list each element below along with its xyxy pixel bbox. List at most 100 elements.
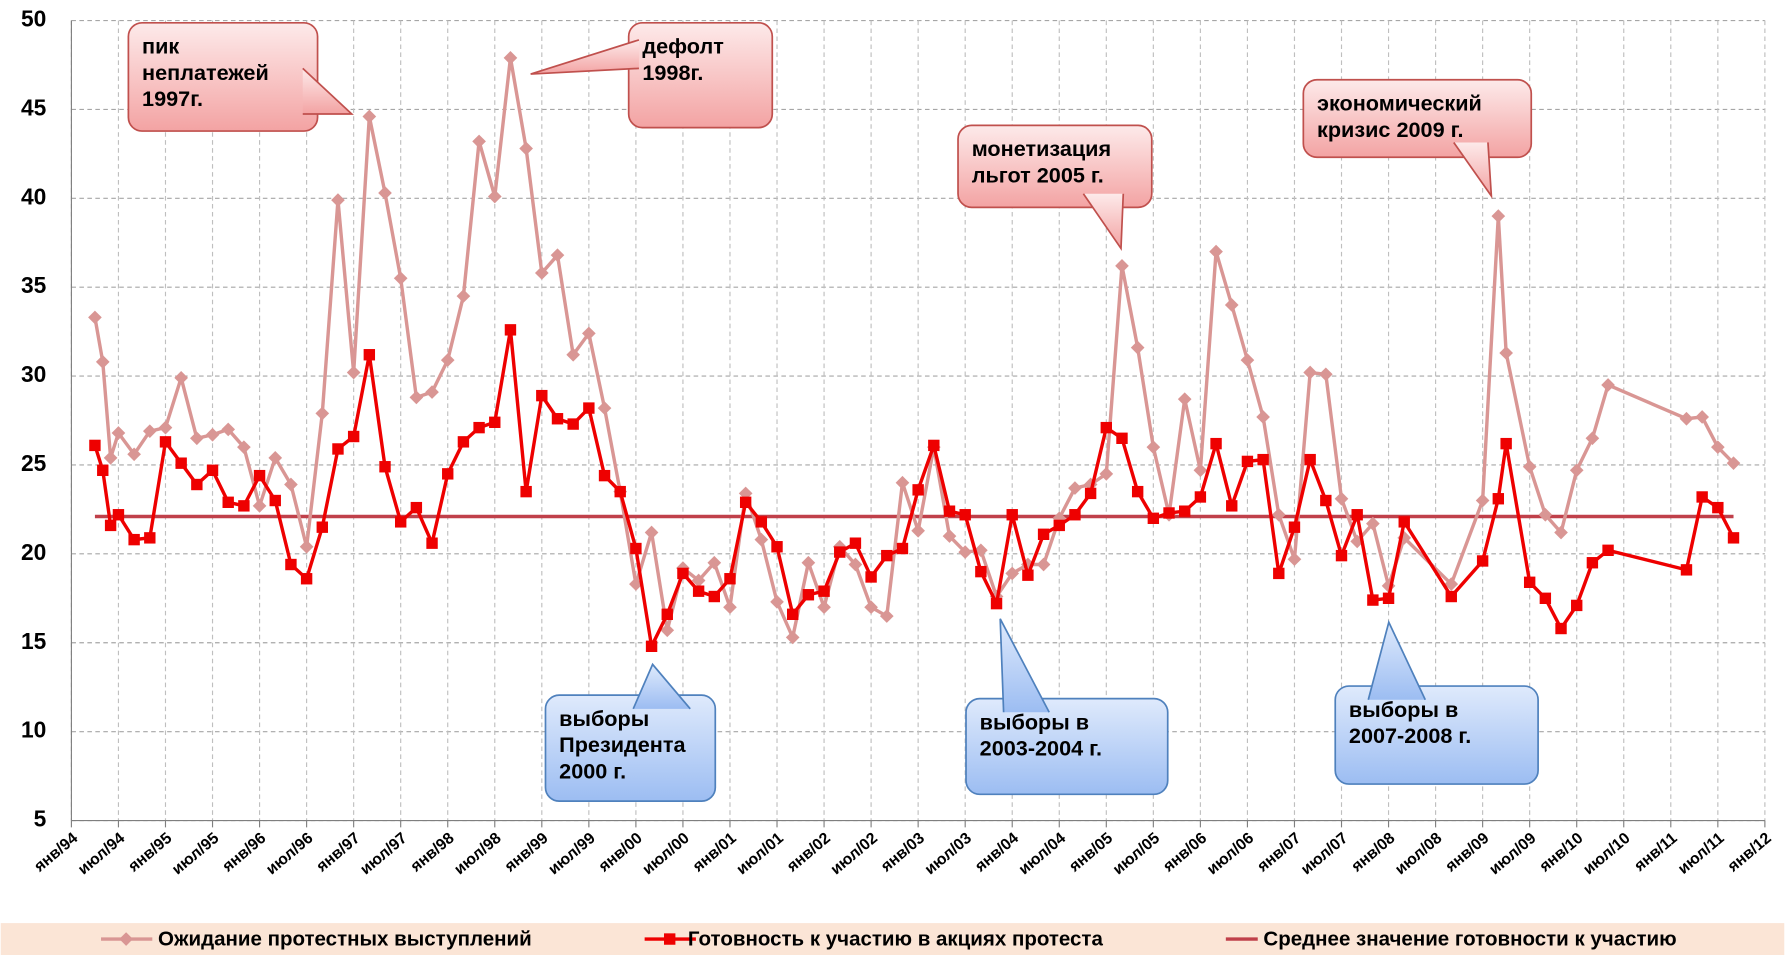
callout-pointer-edge [302,67,354,115]
point [1209,244,1223,259]
point [456,289,471,303]
callout-text: 1997г. [142,86,203,111]
point [1320,494,1332,507]
point [440,353,455,367]
point [817,600,831,615]
point [928,439,940,452]
point [1130,340,1145,355]
y-tick-label: 25 [21,450,47,476]
point [1491,209,1506,223]
callout-text: монетизация [972,136,1111,161]
x-tick-label: июл/08 [1392,830,1445,879]
point [849,537,862,549]
x-tick-label: июл/10 [1580,830,1633,879]
point [144,532,156,544]
point [379,461,391,473]
point [661,608,673,620]
point [754,532,769,547]
point [708,590,720,603]
point [660,623,675,638]
y-tick-label: 50 [21,6,46,32]
point [707,555,722,570]
x-tick-label: июл/96 [263,830,316,879]
point [1240,353,1255,367]
point [1444,577,1459,591]
point [583,402,595,414]
point [410,501,423,514]
point [1163,507,1175,519]
point [285,558,297,571]
point [1084,487,1097,500]
point [536,389,548,402]
x-tick-label: июл/11 [1675,830,1728,878]
legend-marker [119,932,133,946]
point [1367,594,1379,606]
point [1005,566,1020,581]
callout-pointer [633,664,691,709]
x-tick-label: июл/95 [169,830,222,879]
point [1193,463,1208,478]
y-tick-label: 30 [21,361,46,387]
point [1727,532,1740,544]
x-tick-label: июл/99 [545,830,598,879]
x-tick-label: июл/04 [1016,830,1069,879]
point [1445,590,1457,603]
point [1224,298,1239,312]
legend-label: Готовность к участию в акциях протеста [688,928,1104,951]
point [284,477,298,492]
point [959,509,971,521]
point [644,525,659,540]
point [1116,432,1128,444]
point [1586,557,1599,569]
callout-box [544,694,717,803]
point [503,51,518,65]
point [1287,552,1302,567]
point [879,609,894,623]
point [159,436,172,448]
point [1334,491,1349,506]
point [787,608,799,620]
point [911,523,925,538]
point [692,585,705,597]
point [1006,509,1018,521]
callout-text: экономический [1317,91,1482,116]
point [848,557,863,572]
point [1226,500,1238,512]
x-tick-label: янв/00 [596,830,646,876]
point [331,193,345,207]
point [1499,346,1513,360]
x-tick-label: янв/94 [31,830,81,876]
series-line [93,328,1736,649]
point [158,420,173,435]
point [895,475,910,490]
point [299,539,314,554]
point [1179,505,1191,517]
x-tick-label: янв/98 [408,830,458,876]
point [723,600,737,615]
point [97,464,109,476]
x-tick-label: июл/98 [451,830,504,879]
callout-pointer-edge [530,39,640,75]
point [691,573,706,588]
point [1712,501,1724,514]
point [645,640,658,652]
point [534,266,549,280]
point [190,431,204,446]
point [755,516,768,528]
point [316,521,328,533]
point [269,494,281,507]
point [551,413,564,425]
point [1522,459,1537,474]
series-line [93,56,1735,640]
point [489,416,501,428]
callout-box [957,124,1153,209]
legend-marker [664,933,676,945]
point [442,468,454,480]
callout-text: дефолт [642,34,723,59]
point [1500,437,1512,450]
x-tick-label: янв/02 [784,830,834,876]
